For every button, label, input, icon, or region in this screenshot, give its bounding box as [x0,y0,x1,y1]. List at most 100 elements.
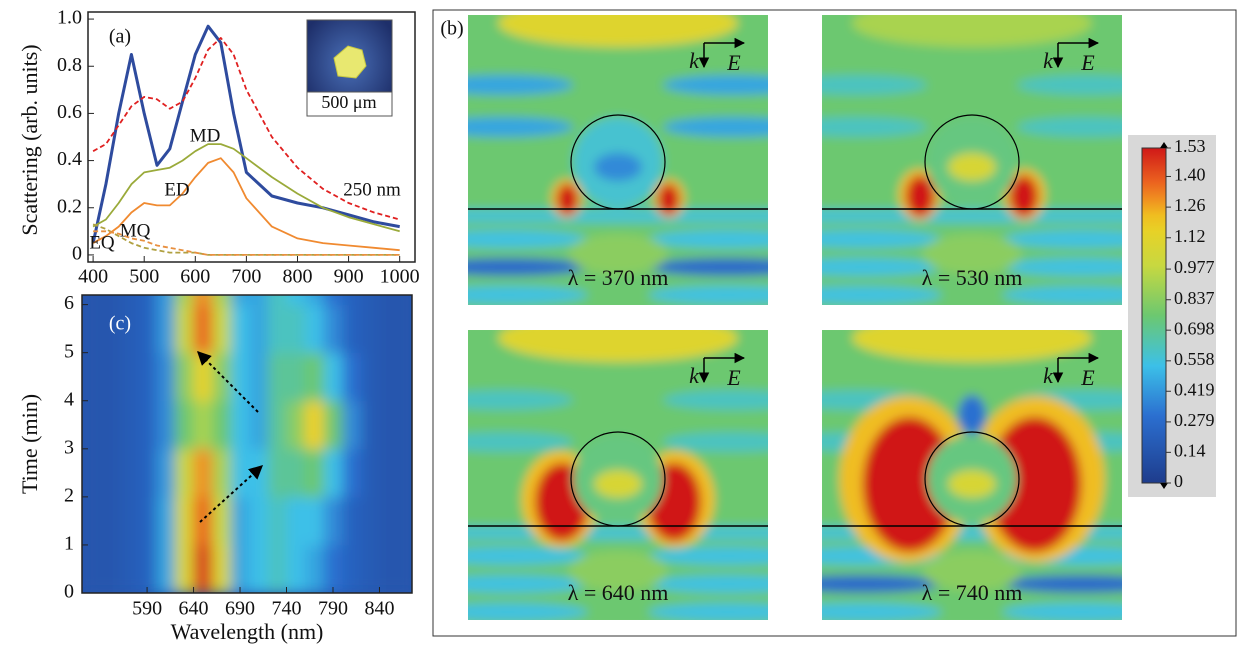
heatmap-cell [342,545,361,594]
field-band [787,75,927,95]
heatmap-cell [82,305,101,354]
colorbar-tick-label: 1.53 [1174,136,1206,156]
y-tick-label: 0.8 [57,54,82,76]
x-tick-label: 700 [231,266,261,288]
heatmap-cell [212,497,231,546]
x-tick-label: 600 [180,266,210,288]
y-axis-title: Scattering (arb. units) [17,44,42,235]
heatmap-cell [249,545,268,594]
field-band [648,286,808,304]
y-tick-label: 2 [64,484,74,506]
heatmap-cell [398,449,417,498]
heatmap-cell [138,545,157,594]
y-tick-label: 1 [64,533,74,555]
heatmap-cell [287,401,306,450]
heatmap-cell [212,401,231,450]
heatmap-cell [156,305,175,354]
heatmap-cell [156,257,175,306]
field-panel: λ = 370 nmkE [428,0,808,315]
field-band [782,258,942,276]
heatmap-cell [361,497,380,546]
heatmap-cell [324,401,343,450]
series-label: MQ [120,220,151,241]
heatmap-cell [82,401,101,450]
e-label: E [1080,50,1095,75]
heatmap-cell [287,497,306,546]
field-band [458,526,778,540]
heatmap-cell [324,449,343,498]
colorbar-tick-label: 0.977 [1174,257,1215,277]
heatmap-cell [119,449,138,498]
colorbar [1142,148,1166,483]
k-label: k [689,363,700,388]
heatmap-cell [379,353,398,402]
field-band [428,286,588,304]
heatmap-cell [82,449,101,498]
heatmap-cell [194,545,213,594]
heatmap-cell [82,353,101,402]
colorbar-tick-label: 0.14 [1174,440,1206,460]
colorbar-tick-label: 1.26 [1174,195,1206,215]
heatmap-cell [175,545,194,594]
x-tick-label: 690 [225,598,255,620]
heatmap-cell [119,545,138,594]
heatmap-cell [342,353,361,402]
heatmap-cell [82,545,101,594]
y-axis-title: Time (min) [17,394,42,494]
y-tick-label: 6 [64,292,74,314]
colorbar-tick-label: 0.419 [1174,379,1215,399]
heatmap-cell [379,449,398,498]
inset: 500 μm [307,20,392,116]
heatmap-cell [342,305,361,354]
k-label: k [1043,48,1054,73]
heatmap-cell [361,353,380,402]
heatmap-cell [361,305,380,354]
heatmap-cell [138,305,157,354]
wavelength-label: λ = 530 nm [922,265,1023,290]
heatmap-cell [361,401,380,450]
field-band [852,0,1092,47]
heatmap-cell [287,449,306,498]
field-panel: λ = 740 nmkE [782,314,1162,630]
field-band [428,258,588,276]
heatmap: 5906406907407908400123456(c) [64,257,417,620]
e-label: E [1080,365,1095,390]
x-tick-label: 640 [179,598,209,620]
heatmap-cell [119,401,138,450]
heatmap-cell [156,449,175,498]
x-tick-label: 800 [282,266,312,288]
heatmap-cell [175,305,194,354]
heatmap-cell [342,497,361,546]
k-label: k [1043,363,1054,388]
field-band [1017,117,1157,137]
field-band [787,117,927,137]
field-band [1002,575,1162,593]
field-band [428,603,588,621]
heatmap-cell [249,497,268,546]
heatmap-cell [398,353,417,402]
heatmap-cell [398,305,417,354]
heatmap-cell [194,353,213,402]
colorbar-tick-label: 1.40 [1174,165,1206,185]
y-tick-label: 3 [64,436,74,458]
heatmap-cell [398,497,417,546]
panel-label: (c) [109,313,131,335]
field-band [782,286,942,304]
heatmap-cell [138,401,157,450]
heatmap-clip [82,257,417,594]
heatmap-cell [305,401,324,450]
sphere-inside [948,153,996,181]
heatmap-cell [305,449,324,498]
heatmap-cell [82,497,101,546]
figure: 500 μm (a) Scattering (arb. units) Time … [0,0,1244,648]
x-axis-title: Wavelength (nm) [171,619,324,644]
field-band [428,575,588,593]
field-band [663,75,803,95]
heatmap-cell [268,353,287,402]
heatmap-cell [101,545,120,594]
field-band [663,117,803,137]
y-tick-label: 0.4 [57,148,82,170]
heatmap-cell [249,305,268,354]
field-band [428,547,588,565]
e-label: E [726,50,741,75]
